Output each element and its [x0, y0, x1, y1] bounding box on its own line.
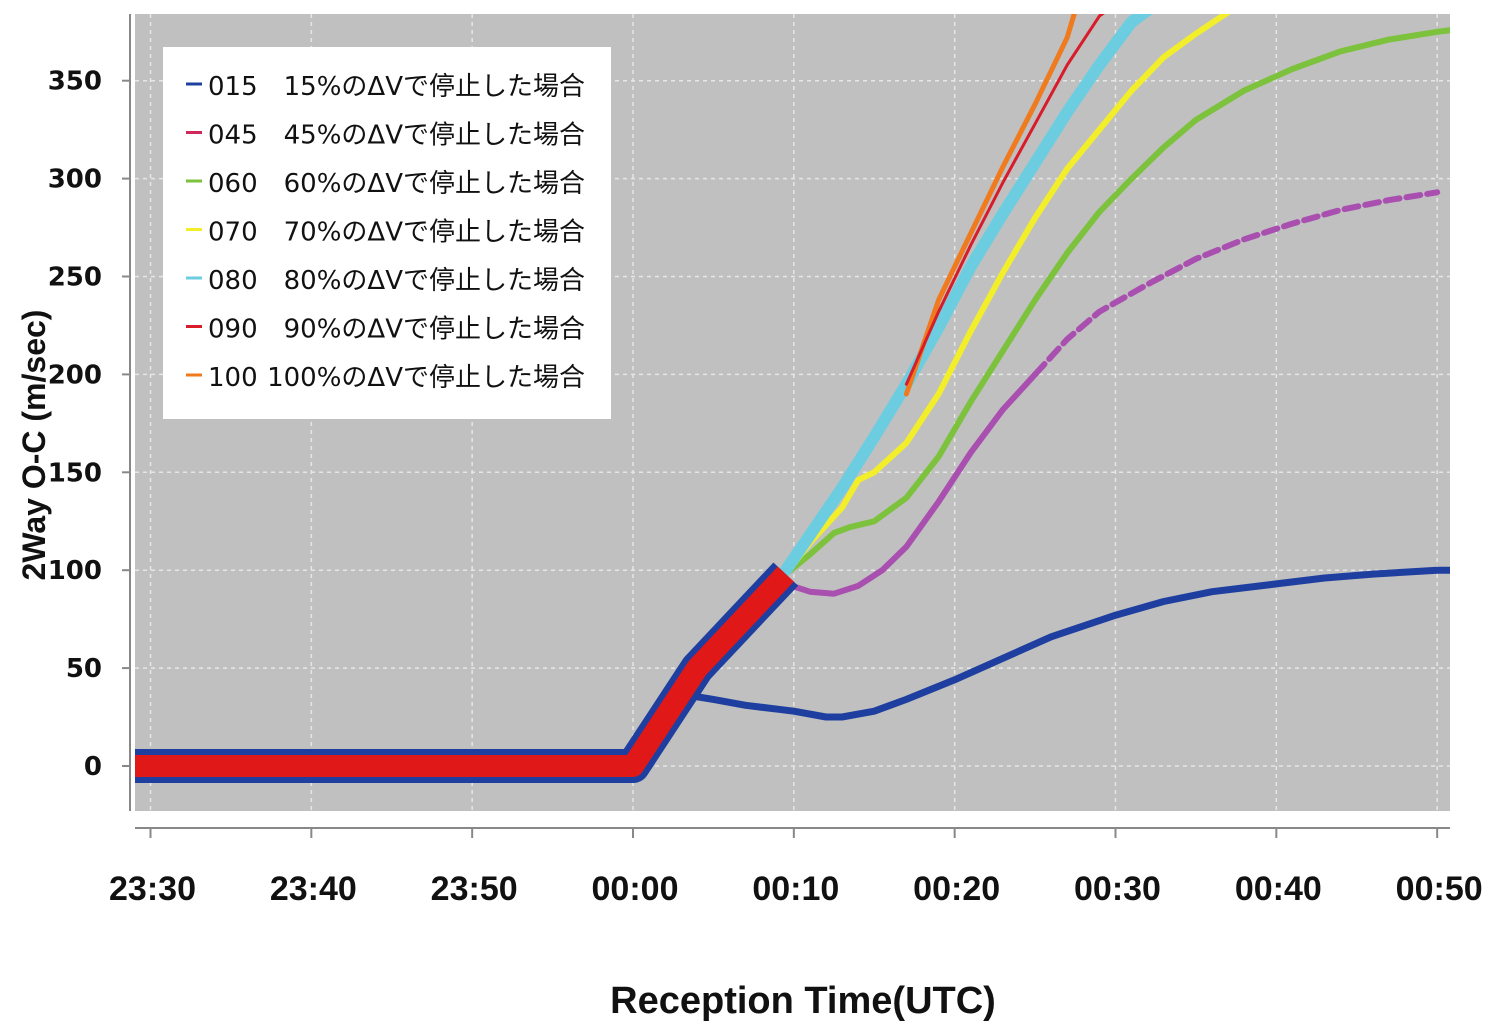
legend-code-015: 015 [208, 72, 258, 102]
x-axis: 23:30 23:40 23:50 00:00 00:10 00:20 00:30 00:40… [109, 827, 1483, 908]
legend-label-070: 70%のΔVで停止した場合 [284, 218, 585, 248]
legend-code-090: 090 [208, 315, 258, 345]
x-tick-label: 00:50 [1396, 870, 1483, 908]
series-line-060 [782, 27, 1450, 578]
y-tick-label: 300 [48, 165, 102, 195]
x-tick-label: 23:50 [431, 870, 518, 908]
y-tick-label: 0 [84, 752, 102, 782]
legend: 015 15%のΔVで停止した場合 045 45%のΔVで停止した場合 060 60%のΔ… [163, 47, 611, 419]
x-tick-label: 00:20 [913, 870, 1000, 908]
x-tick-label: 23:30 [109, 870, 196, 908]
y-tick-label: 250 [48, 263, 102, 293]
series-line-015 [685, 566, 1450, 721]
series-line-070 [782, 14, 1231, 578]
y-tick-label: 50 [66, 654, 102, 684]
x-tick-label: 23:40 [270, 870, 357, 908]
series-line-045 [782, 371, 1039, 597]
legend-label-060: 60%のΔVで停止した場合 [284, 169, 585, 199]
series-line-045 [1032, 189, 1441, 378]
legend-label-045: 45%のΔVで停止した場合 [284, 121, 585, 151]
legend-code-045: 045 [208, 121, 258, 151]
x-tick-label: 00:30 [1074, 870, 1161, 908]
series-lines [685, 14, 1450, 721]
series-line-100 [903, 14, 1077, 397]
legend-code-080: 080 [208, 266, 258, 296]
shared-segment [135, 562, 799, 783]
series-line-080 [779, 14, 1153, 577]
y-tick-label: 350 [48, 67, 102, 97]
x-tick-label: 00:10 [752, 870, 839, 908]
legend-label-100: 100%のΔVで停止した場合 [267, 363, 585, 393]
y-tick-label: 100 [48, 556, 102, 586]
legend-label-090: 90%のΔVで停止した場合 [284, 315, 585, 345]
x-tick-label: 00:00 [592, 870, 679, 908]
y-axis: 0 50 100 150 200 250 300 350 [48, 14, 131, 811]
x-axis-title: Reception Time(UTC) [610, 980, 996, 1022]
y-tick-label: 150 [48, 458, 102, 488]
shared-segment-fill [135, 566, 794, 777]
legend-label-015: 15%のΔVで停止した場合 [284, 72, 585, 102]
x-tick-label: 00:40 [1235, 870, 1322, 908]
y-axis-title: 2Way O-C (m/sec) [16, 310, 52, 581]
legend-box [163, 47, 611, 419]
legend-code-070: 070 [208, 218, 258, 248]
legend-label-080: 80%のΔVで停止した場合 [284, 266, 585, 296]
y-tick-label: 200 [48, 360, 102, 390]
legend-code-060: 060 [208, 169, 258, 199]
legend-code-100: 100 [208, 363, 258, 393]
series-line-090 [904, 14, 1105, 386]
